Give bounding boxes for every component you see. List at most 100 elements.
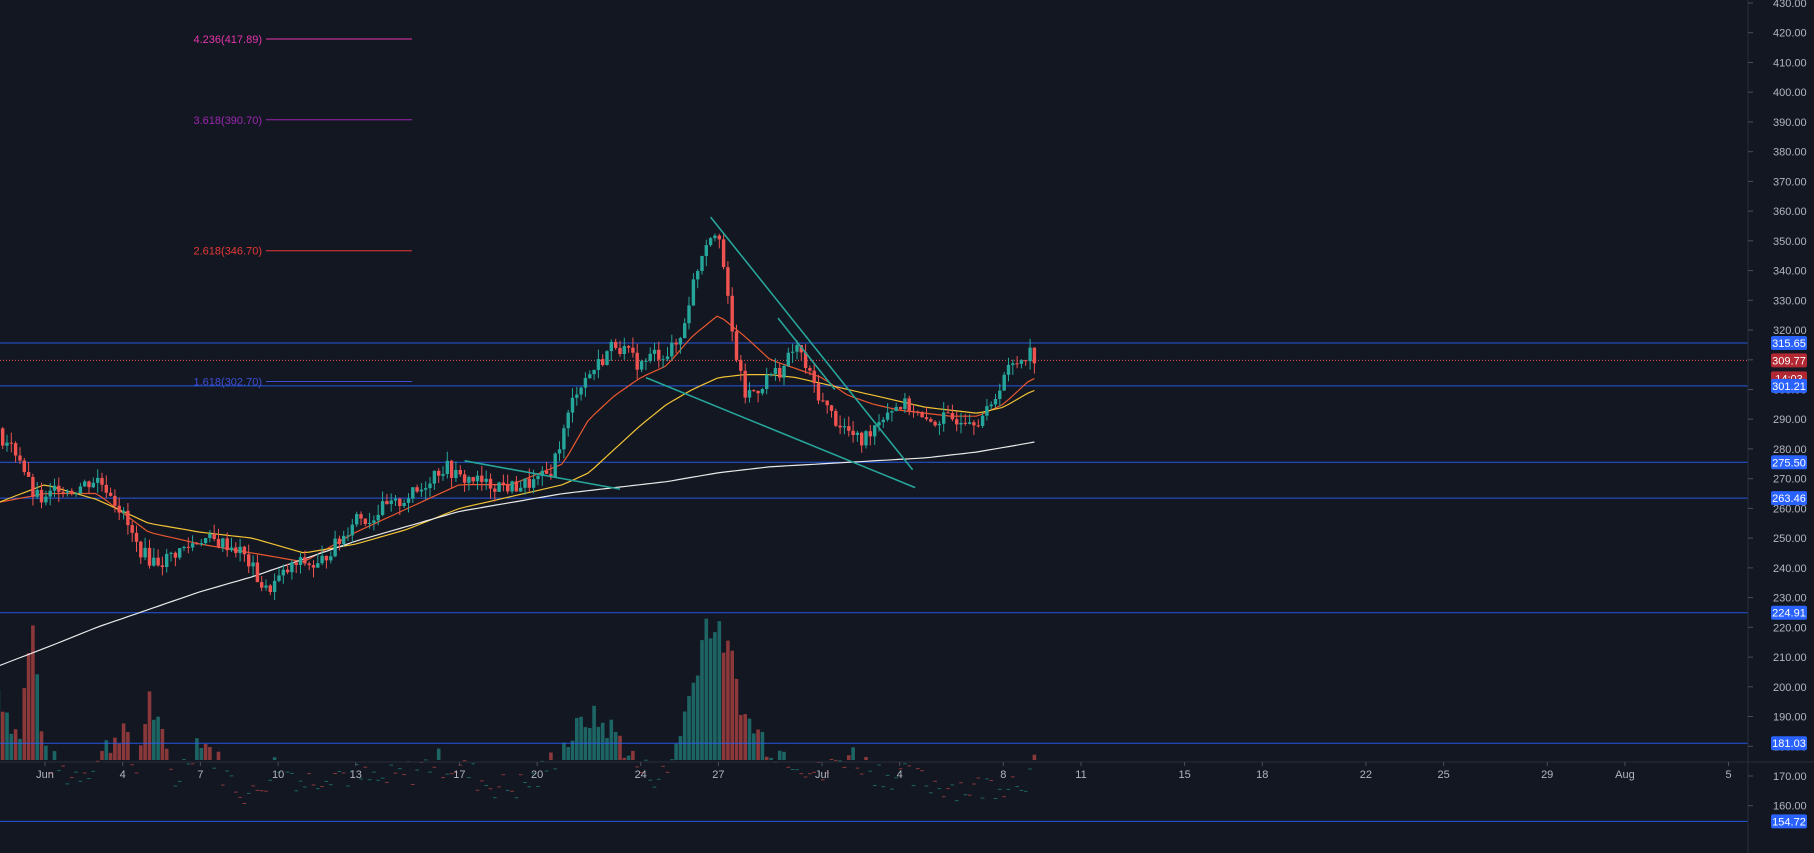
candle-body [626, 346, 631, 348]
volume-bar [225, 770, 229, 772]
candle-body [333, 538, 337, 557]
candle-body [1011, 363, 1015, 365]
volume-bar [1002, 796, 1006, 798]
candle-body [316, 563, 320, 568]
candle-body [570, 397, 575, 413]
level-price-badge [1771, 455, 1807, 470]
candle-body [432, 470, 437, 484]
candle-body [285, 569, 290, 573]
volume-bar [199, 748, 204, 760]
current-price-badge [1771, 353, 1807, 368]
candle-body [160, 565, 165, 567]
candle-body [203, 538, 208, 544]
price-tick-label: 370.00 [1773, 176, 1807, 188]
candle-body [178, 548, 182, 558]
candle-body [998, 390, 1002, 399]
candle-body [635, 352, 639, 370]
candle-body [557, 449, 562, 454]
candle-body [778, 368, 782, 378]
candle-body [782, 366, 786, 378]
volume-bar [100, 750, 104, 760]
volume-bar [436, 748, 441, 760]
volume-bar [544, 770, 549, 772]
candle-body [117, 505, 121, 513]
time-tick-label: 20 [531, 769, 543, 781]
trend-line[interactable] [464, 460, 621, 490]
trend-line[interactable] [645, 376, 916, 489]
candle-body [493, 488, 497, 492]
candle-body [842, 426, 847, 428]
price-tick-label: 220.00 [1773, 622, 1807, 634]
volume-bar [389, 764, 393, 766]
volume-bar [743, 714, 747, 760]
time-tick-label: 15 [1178, 769, 1190, 781]
volume-bar [579, 716, 583, 760]
candle-body [950, 413, 955, 420]
time-axis[interactable]: Jun 4 7 10 13 17 20 24 27 Jul 4 8 11 15 18 22 25 29 Aug 5 [36, 762, 1732, 781]
price-tick-label: 230.00 [1773, 593, 1807, 605]
volume-bar [976, 777, 981, 779]
volume-bar [808, 773, 812, 775]
candle-body [972, 422, 976, 426]
current-price-badge-text: 309.77 [1772, 355, 1806, 367]
fibonacci-levels: 4.236(417.89) 3.618(390.70) 2.618(346.70) 1… [194, 34, 412, 389]
volume-bar [462, 760, 467, 762]
candle-body [657, 349, 661, 360]
volume-bar [95, 760, 100, 762]
trend-line[interactable] [709, 216, 914, 471]
volume-bar [941, 796, 946, 798]
candle-body [596, 359, 601, 370]
time-tick-label: 7 [197, 769, 203, 781]
volume-bar [704, 618, 709, 760]
volume-bar [652, 786, 657, 788]
volume-bar [31, 625, 35, 760]
candle-body [242, 546, 247, 555]
volume-bar [993, 798, 998, 799]
candle-body [121, 510, 126, 513]
volume-bar [540, 760, 545, 762]
candle-body [739, 359, 743, 371]
volume-bar [937, 788, 942, 790]
candle-body [536, 475, 540, 480]
price-tick-label: 390.00 [1773, 117, 1807, 129]
volume-bar [946, 788, 950, 790]
candle-body [406, 498, 411, 503]
volume-bar [22, 688, 27, 760]
volume-bar [872, 785, 877, 787]
trend-line[interactable] [777, 317, 836, 390]
volume-bar [329, 784, 333, 786]
price-tick-label: 330.00 [1773, 295, 1807, 307]
candle-body [980, 415, 985, 426]
volume-bar [726, 640, 730, 760]
candle-body [760, 389, 765, 394]
volume-bar [268, 779, 273, 781]
candle-body [156, 557, 160, 566]
horizontal-levels [0, 342, 1748, 822]
volume-bar [190, 763, 195, 765]
volume-bar [777, 750, 782, 760]
price-axis[interactable]: 160.00170.00180.00190.00200.00210.00220.… [1748, 0, 1807, 813]
candle-body [993, 399, 998, 405]
candle-body [307, 563, 311, 566]
candle-body [65, 490, 70, 493]
volume-bar [497, 786, 501, 788]
candle-body [385, 501, 389, 505]
volume-bar [622, 757, 627, 760]
volume-bar [864, 757, 868, 760]
candle-body [272, 580, 277, 592]
candle-body [967, 422, 972, 424]
candle-body [743, 370, 747, 398]
volume-bar [182, 759, 186, 760]
candle-body [48, 490, 52, 497]
volume-bar [907, 765, 911, 767]
candle-body [622, 346, 626, 354]
volume-bar [0, 711, 5, 760]
candle-body [5, 442, 9, 446]
volume-bar [730, 650, 734, 760]
price-tick-label: 270.00 [1773, 474, 1807, 486]
volume-bar [609, 719, 614, 760]
candle-body [812, 370, 816, 384]
candle-body [35, 489, 39, 497]
price-tick-label: 200.00 [1773, 682, 1807, 694]
time-tick-label: 27 [712, 769, 724, 781]
